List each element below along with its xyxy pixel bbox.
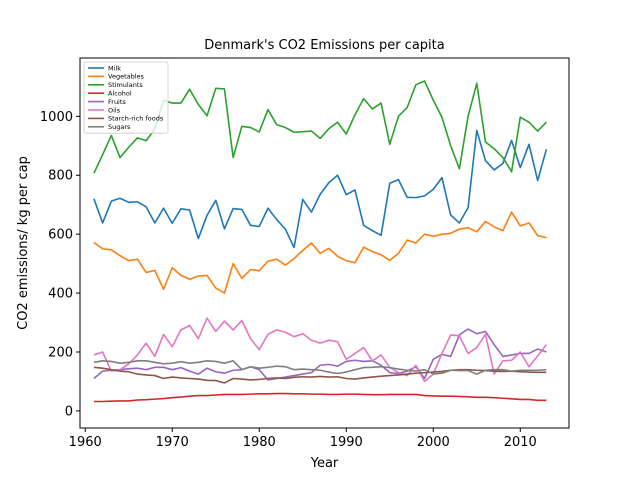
- legend-entry-starch-rich-foods: Starch-rich foods: [108, 115, 164, 123]
- series-line-starch-rich-foods: [93, 366, 547, 384]
- plot-frame: [79, 57, 570, 429]
- y-axis: 0 200 400 600 800 1000: [40, 110, 80, 419]
- y-axis-label: CO2 emissions/ kg per cap: [16, 156, 31, 330]
- chart-title: Denmark's CO2 Emissions per capita: [204, 38, 444, 53]
- legend-entry-milk: Milk: [108, 64, 121, 72]
- x-tick-label: 2000: [417, 435, 450, 450]
- x-axis: 1960 1970 1980 1990 2000 2010: [69, 428, 537, 450]
- x-tick-label: 1980: [243, 435, 276, 450]
- plot-area: [93, 80, 548, 403]
- x-tick-label: 2010: [504, 435, 537, 450]
- series-line-milk: [93, 129, 548, 249]
- series-line-fruits: [93, 328, 547, 381]
- x-axis-label: Year: [310, 456, 339, 471]
- legend-box: [83, 61, 169, 134]
- legend-entry-fruits: Fruits: [108, 98, 126, 106]
- series-line-alcohol: [93, 392, 547, 403]
- y-tick-label: 800: [48, 169, 73, 184]
- legend-entry-stimulants: Stimulants: [108, 81, 143, 89]
- y-tick-label: 200: [48, 345, 73, 360]
- y-tick-label: 400: [48, 287, 73, 302]
- series-line-stimulants: [93, 80, 547, 174]
- legend: MilkVegetablesStimulantsAlcoholFruitsOil…: [83, 61, 169, 134]
- y-tick-label: 0: [65, 404, 73, 419]
- x-tick-label: 1990: [330, 435, 363, 450]
- legend-entry-sugars: Sugars: [108, 123, 131, 131]
- legend-entry-oils: Oils: [108, 106, 121, 114]
- legend-entry-vegetables: Vegetables: [108, 73, 145, 81]
- series-line-oils: [93, 317, 548, 383]
- series-line-vegetables: [93, 211, 547, 294]
- x-tick-label: 1960: [69, 435, 102, 450]
- y-tick-label: 1000: [40, 110, 73, 125]
- x-tick-label: 1970: [156, 435, 189, 450]
- legend-entry-alcohol: Alcohol: [108, 90, 132, 98]
- series-line-sugars: [93, 360, 547, 375]
- y-tick-label: 600: [48, 228, 73, 243]
